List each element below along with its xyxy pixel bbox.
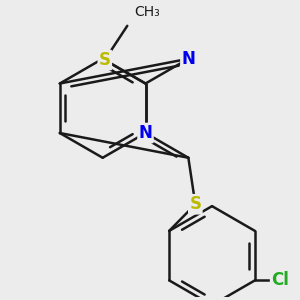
Text: Cl: Cl (271, 272, 289, 290)
Text: S: S (99, 51, 111, 69)
Text: N: N (182, 50, 195, 68)
Text: S: S (189, 195, 201, 213)
Text: CH₃: CH₃ (134, 4, 160, 19)
Text: N: N (139, 124, 152, 142)
